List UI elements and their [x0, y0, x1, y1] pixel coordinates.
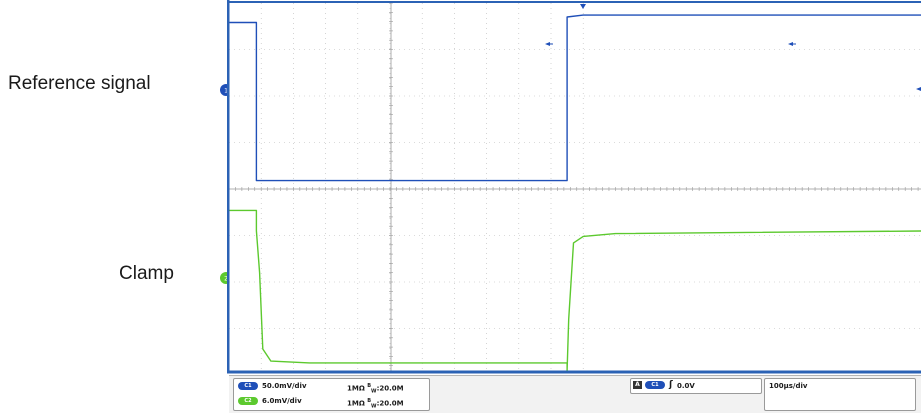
channel-settings-box[interactable]: C1 50.0mV/div 1MΩ BW:20.0M C2 6.0mV/div …	[233, 378, 430, 411]
arrow-left-icon	[788, 42, 793, 46]
svg-text:1: 1	[224, 88, 228, 95]
clamp-trace	[229, 209, 921, 372]
clamp-label: Clamp	[119, 263, 174, 284]
ch2-settings: 1MΩ BW:20.0M	[347, 398, 404, 410]
arrow-left-icon	[916, 87, 921, 91]
trigger-position-icon[interactable]	[580, 4, 586, 9]
graticule-grid	[228, 2, 921, 371]
trigger-source-tag: C1	[645, 381, 665, 389]
ch1-settings: 1MΩ BW:20.0M	[347, 383, 404, 395]
oscilloscope-display	[227, 0, 921, 375]
status-bar: C1 50.0mV/div 1MΩ BW:20.0M C2 6.0mV/div …	[229, 375, 921, 413]
trigger-settings-box[interactable]: A C1 ʃ 0.0V	[630, 378, 762, 394]
trigger-slope-icon: ʃ	[669, 380, 673, 390]
ch1-tag[interactable]: C1	[238, 382, 258, 390]
ch2-scale: 6.0mV/div	[262, 397, 302, 405]
arrow-left-icon	[545, 42, 550, 46]
timebase-box[interactable]: 100µs/div	[764, 378, 916, 411]
trigger-level: 0.0V	[677, 382, 695, 390]
ch2-tag[interactable]: C2	[238, 397, 258, 405]
reference-signal-trace	[229, 14, 921, 182]
svg-text:2: 2	[224, 276, 228, 283]
trigger-mode-badge: A	[633, 381, 642, 389]
ch1-scale: 50.0mV/div	[262, 382, 307, 390]
arrow-markers	[545, 42, 921, 91]
reference-signal-label: Reference signal	[8, 73, 151, 94]
timebase-value: 100µs/div	[769, 382, 808, 390]
